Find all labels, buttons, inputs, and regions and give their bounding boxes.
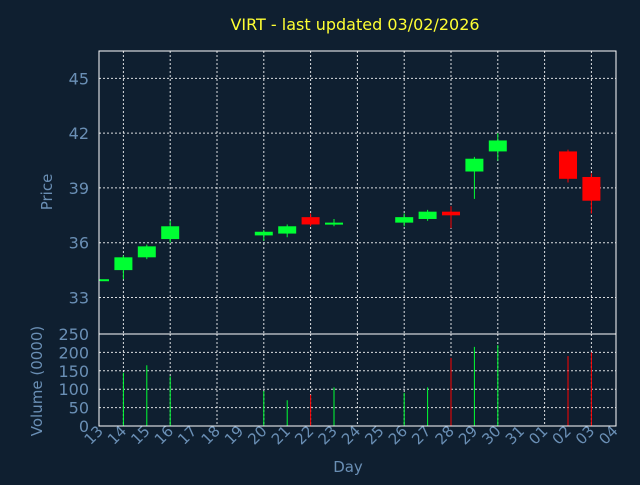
candle-body [395,217,414,223]
volume-grid [99,334,616,426]
chart-title: VIRT - last updated 03/02/2026 [230,15,479,34]
candle-body [301,217,320,225]
candle-body [100,279,109,282]
candle-body [582,176,601,201]
volume-bars [122,345,592,426]
candle-body [442,211,460,216]
price-grid [99,51,616,334]
candle-body [559,151,577,179]
candle-body [161,226,180,240]
candle-body [114,257,133,271]
price-tick-labels: 33 36 39 42 45 [69,69,89,307]
candle-body [465,158,484,172]
price-tick-label: 39 [69,179,89,198]
volume-tick-label: 150 [58,362,89,381]
volume-tick-label: 0 [79,417,89,436]
x-axis-label: Day [333,458,363,476]
candle-body [254,231,273,236]
price-axis-label: Price [38,174,56,211]
volume-axis-label: Volume (0000) [28,326,46,436]
volume-tick-label: 200 [58,343,89,362]
candle-body [278,226,297,234]
candle-body [418,211,437,219]
price-tick-label: 33 [69,288,89,307]
volume-tick-label: 50 [69,399,89,418]
volume-tick-label: 100 [58,380,89,399]
candles [99,133,601,282]
candle-body [325,222,343,225]
price-tick-label: 45 [69,69,89,88]
price-tick-label: 42 [69,124,89,143]
candle-body [488,140,507,152]
candle-body [137,246,156,258]
volume-panel-frame [98,333,617,427]
volume-tick-label: 250 [58,325,89,344]
price-tick-label: 36 [69,234,89,253]
